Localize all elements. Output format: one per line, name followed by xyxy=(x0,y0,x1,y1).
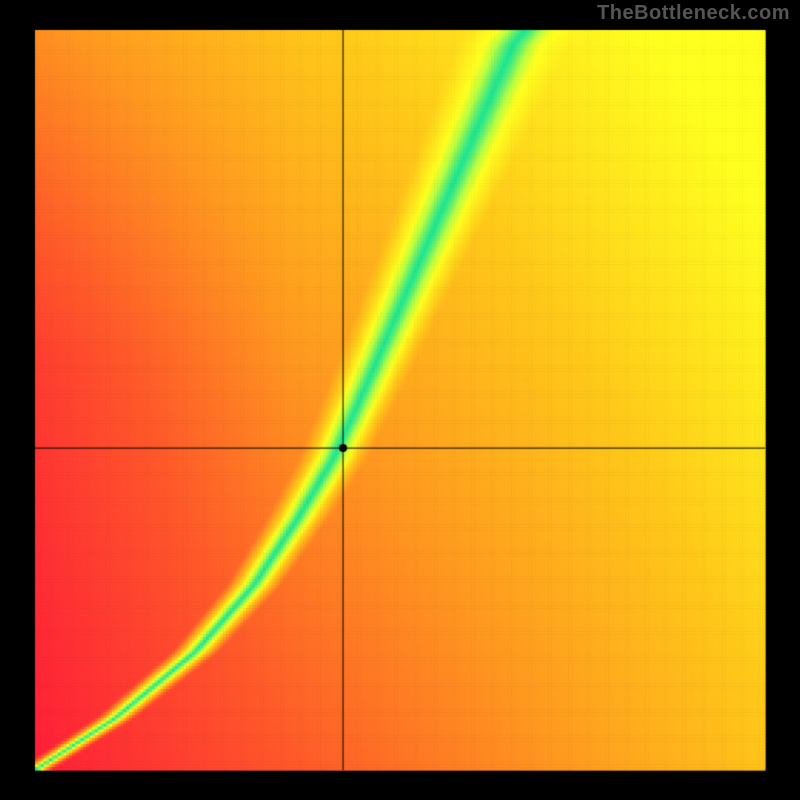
watermark-text: TheBottleneck.com xyxy=(597,2,790,25)
chart-container: TheBottleneck.com xyxy=(0,0,800,800)
heatmap-canvas xyxy=(0,0,800,800)
